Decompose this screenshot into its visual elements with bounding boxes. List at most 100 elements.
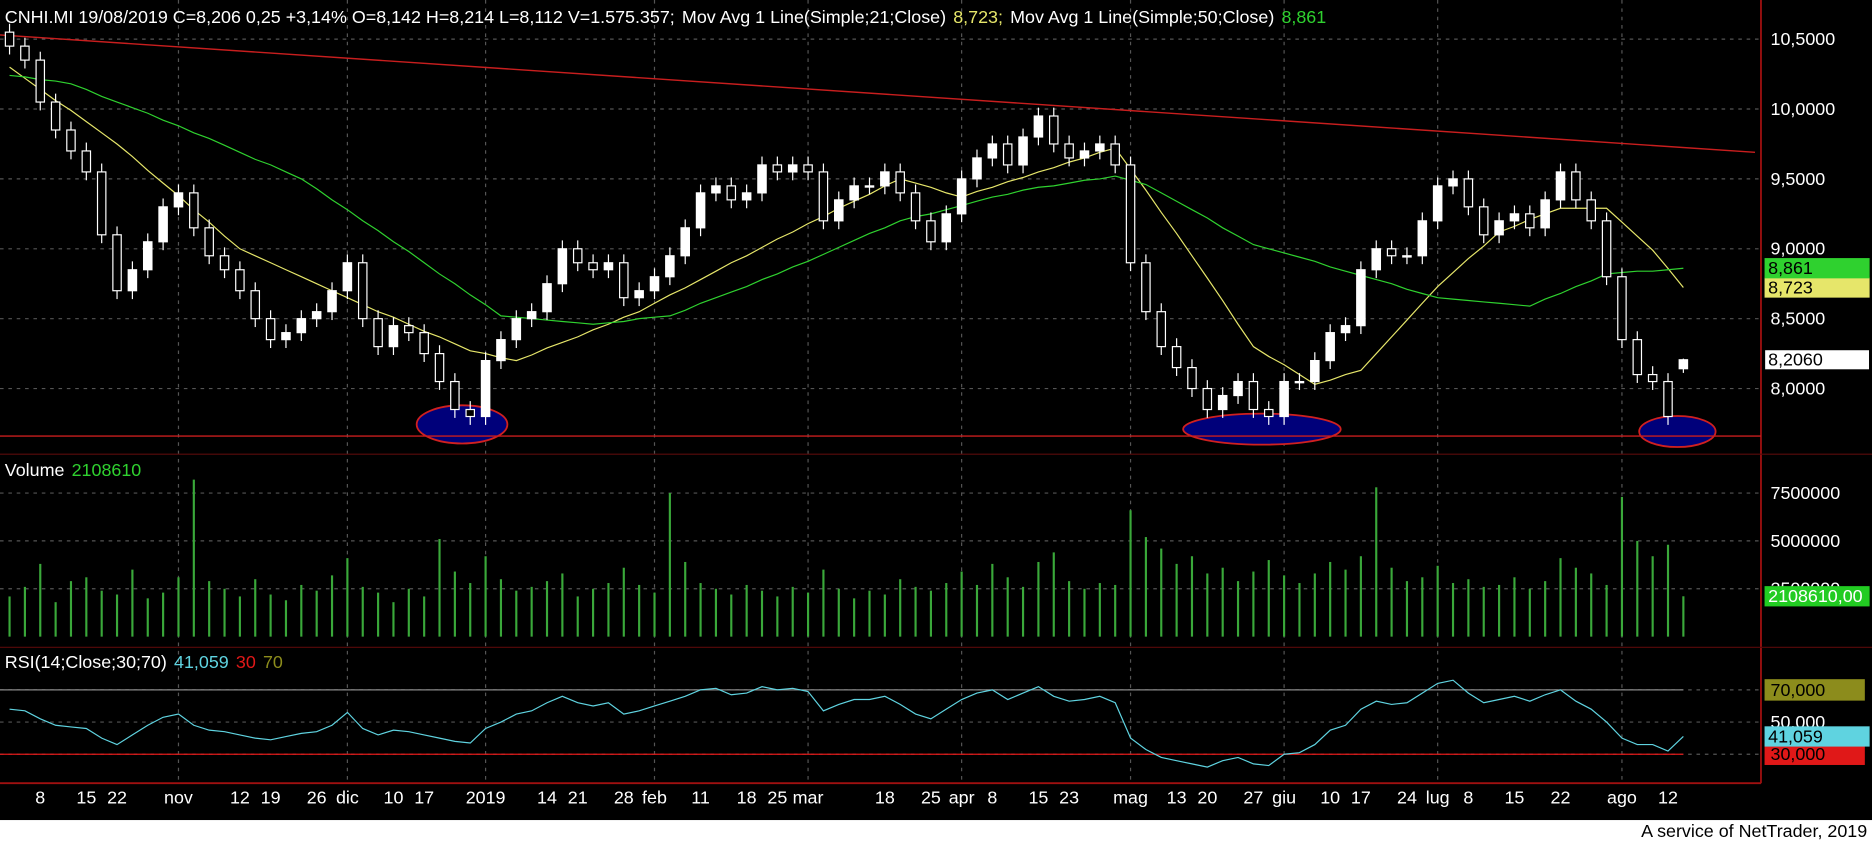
volume-bar xyxy=(638,584,641,637)
candle-body xyxy=(327,290,337,313)
volume-bar xyxy=(1390,567,1393,637)
value-badge-label: 8,723 xyxy=(1768,277,1813,297)
volume-bar xyxy=(192,479,195,637)
legend-value: 2108610 xyxy=(72,460,142,480)
candle-body xyxy=(357,262,368,320)
volume-bar xyxy=(776,596,779,637)
x-tick-label: nov xyxy=(164,787,193,807)
x-tick-label: 8 xyxy=(987,787,997,807)
candle-body xyxy=(1202,387,1213,411)
volume-bar xyxy=(499,579,503,637)
x-tick-label: 26 xyxy=(307,787,327,807)
candle-body xyxy=(1048,115,1059,145)
candle-body xyxy=(66,129,76,152)
volume-bar xyxy=(361,586,364,637)
candle-body xyxy=(189,192,199,229)
volume-bar xyxy=(223,588,226,637)
annotation-layer xyxy=(415,404,1717,448)
candle-body xyxy=(1171,346,1182,369)
candle-body xyxy=(1294,380,1305,384)
y-tick-label: 70,000 xyxy=(1771,680,1826,700)
candle-body xyxy=(465,408,476,418)
value-badge xyxy=(1764,258,1870,279)
candle-body xyxy=(173,192,184,208)
candle-body xyxy=(450,380,460,411)
volume-bar xyxy=(69,581,73,637)
candle-body xyxy=(311,311,322,320)
candle-body xyxy=(219,255,230,271)
volume-bar xyxy=(760,590,764,637)
x-tick-label: giu xyxy=(1272,787,1296,807)
candle-body xyxy=(757,164,767,194)
volume-bar xyxy=(653,592,656,637)
volume-bar xyxy=(545,581,549,637)
candle-body xyxy=(142,241,153,271)
candle-body xyxy=(603,262,614,271)
volume-bar xyxy=(1129,510,1132,637)
legend-value: 8,723 xyxy=(953,7,998,27)
x-tick-label: 10 xyxy=(1320,787,1340,807)
volume-bar xyxy=(131,569,134,637)
volume-bar xyxy=(1236,581,1240,637)
volume-bar xyxy=(883,594,886,637)
candle-body xyxy=(1033,115,1044,138)
volume-bar xyxy=(1344,569,1347,637)
candle-body xyxy=(250,290,261,320)
candle-body xyxy=(50,101,61,131)
candle-body xyxy=(1478,206,1489,236)
candle-body xyxy=(526,311,537,320)
candle-body xyxy=(680,227,690,257)
value-badge xyxy=(1763,349,1871,371)
value-badge xyxy=(1764,586,1870,607)
volume-bar xyxy=(1114,584,1117,637)
volume-bar xyxy=(423,596,426,637)
candle-body xyxy=(480,360,491,418)
candle-body xyxy=(235,269,245,292)
candle-body xyxy=(158,206,168,243)
x-tick-label: apr xyxy=(949,787,975,807)
y-tick-label: 10,0000 xyxy=(1771,99,1836,119)
candle-body xyxy=(1402,255,1412,258)
candle-body xyxy=(112,234,122,292)
candle-body xyxy=(1356,269,1366,327)
volume-bar xyxy=(822,569,825,637)
candle-body xyxy=(695,192,706,229)
volume-bar xyxy=(177,577,180,637)
volume-bar xyxy=(576,596,579,637)
candle-body xyxy=(956,178,967,215)
x-tick-label: 11 xyxy=(691,787,710,807)
legend-value: 41,059 xyxy=(174,652,229,672)
title: CNHI.MI 19/08/2019 C=8,206 0,25 +3,14% O… xyxy=(5,7,675,27)
candle-body xyxy=(1540,199,1550,229)
volume-header: Volume 2108610 xyxy=(5,460,142,480)
volume-bar xyxy=(315,590,318,637)
x-tick-label: 28 xyxy=(614,787,634,807)
volume-bar xyxy=(100,590,103,637)
volume-bar xyxy=(1482,586,1485,637)
chart-background xyxy=(0,0,1872,821)
volume-bar xyxy=(622,567,625,637)
candle-body xyxy=(726,185,737,201)
candle-body xyxy=(419,332,429,355)
x-tick-label: 21 xyxy=(568,787,588,807)
candle-body xyxy=(1555,171,1566,201)
footer: A service of NetTrader, 2019 xyxy=(1641,821,1867,841)
candle-body xyxy=(1525,213,1535,229)
candle-body xyxy=(926,220,936,243)
candle-body xyxy=(1494,220,1504,236)
x-tick-label: 12 xyxy=(230,787,250,807)
volume-bar xyxy=(1574,567,1577,637)
volume-bar xyxy=(530,586,533,637)
candle-body xyxy=(1095,143,1105,152)
level-label: 30 xyxy=(236,652,256,672)
candle-body xyxy=(849,185,859,201)
volume-bar xyxy=(561,573,564,637)
volume-bar xyxy=(853,598,856,637)
volume-bar xyxy=(162,592,165,637)
volume-bar xyxy=(1451,583,1455,637)
candle-body xyxy=(787,164,798,173)
x-tick-label: 18 xyxy=(875,787,895,807)
x-tick-label: 17 xyxy=(1351,787,1371,807)
candle-body xyxy=(741,192,752,201)
x-tick-label: 15 xyxy=(76,787,96,807)
